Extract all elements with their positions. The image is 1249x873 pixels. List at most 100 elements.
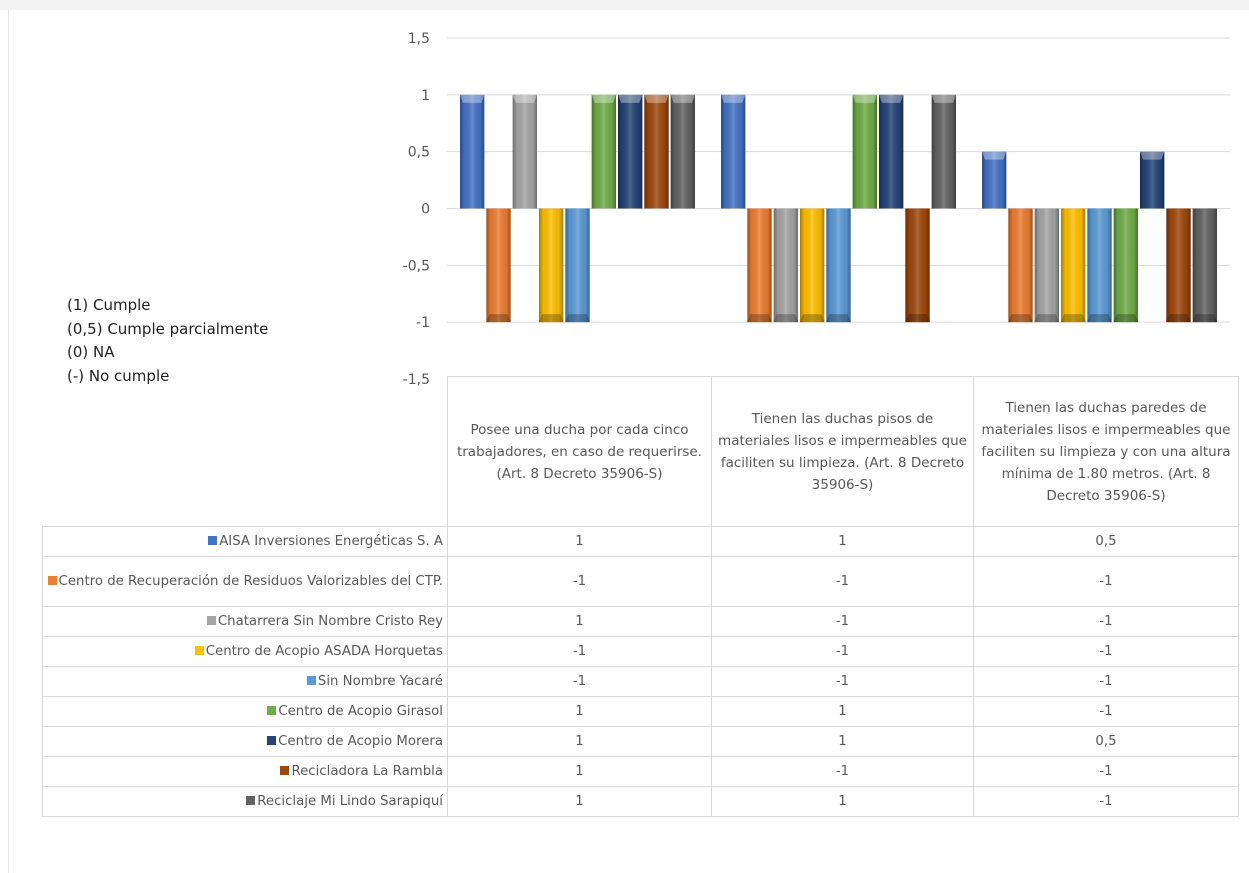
table-row: Centro de Acopio Morera 1 1 0,5: [42, 726, 1239, 757]
bar: [1034, 208, 1059, 323]
cell-value: -1: [447, 636, 712, 667]
bar: [618, 94, 643, 209]
bar: [1192, 208, 1217, 323]
bar: [1140, 151, 1165, 209]
cell-value: -1: [447, 556, 712, 607]
row-label: Centro de Acopio ASADA Horquetas: [42, 636, 448, 667]
bar: [1061, 208, 1086, 323]
category-header-2: Tienen las duchas pisos de materiales li…: [711, 376, 974, 527]
bar: [800, 208, 825, 323]
cell-value: 1: [711, 786, 974, 817]
row-label: Chatarrera Sin Nombre Cristo Rey: [42, 606, 448, 637]
bar: [670, 94, 695, 209]
legend-swatch: [267, 735, 277, 745]
table-row: Centro de Acopio ASADA Horquetas -1 -1 -…: [42, 636, 1239, 667]
cell-value: 1: [711, 696, 974, 727]
bar: [826, 208, 851, 323]
bar: [982, 151, 1007, 209]
bar: [512, 94, 537, 209]
bar: [539, 208, 564, 323]
category-header-3: Tienen las duchas paredes de materiales …: [973, 376, 1239, 527]
y-tick-label: 0,5: [408, 145, 430, 161]
top-border: [0, 0, 1249, 10]
cell-value: -1: [711, 636, 974, 667]
bar: [486, 208, 511, 323]
bar: [1166, 208, 1191, 323]
table-row: Centro de Acopio Girasol 1 1 -1: [42, 696, 1239, 727]
table-corner: [43, 377, 448, 527]
y-tick-label: -1: [416, 315, 430, 331]
cell-value: -1: [711, 556, 974, 607]
cell-value: -1: [973, 606, 1239, 637]
bar: [931, 94, 956, 209]
series-name: Centro de Acopio Morera: [278, 733, 443, 749]
bars: [460, 94, 1217, 323]
bar: [591, 94, 616, 209]
cell-value: -1: [973, 786, 1239, 817]
bar: [852, 94, 877, 209]
cell-value: 0,5: [973, 726, 1239, 757]
cell-value: 0,5: [973, 526, 1239, 557]
bar: [721, 94, 746, 209]
legend-swatch: [194, 645, 204, 655]
legend-swatch: [267, 705, 277, 715]
cell-value: -1: [711, 606, 974, 637]
row-label: Centro de Acopio Morera: [42, 726, 448, 757]
series-name: Reciclaje Mi Lindo Sarapiquí: [257, 793, 443, 809]
table-row: Centro de Recuperación de Residuos Valor…: [42, 556, 1239, 607]
cell-value: -1: [973, 756, 1239, 787]
cell-value: -1: [711, 666, 974, 697]
legend-swatch: [208, 535, 218, 545]
bar: [1087, 208, 1112, 323]
series-name: AISA Inversiones Energéticas S. A: [219, 533, 443, 549]
cell-value: -1: [973, 636, 1239, 667]
series-name: Chatarrera Sin Nombre Cristo Rey: [217, 613, 443, 629]
cell-value: -1: [711, 756, 974, 787]
row-label: Centro de Recuperación de Residuos Valor…: [42, 556, 448, 607]
bar: [905, 208, 930, 323]
y-tick-label: 0: [421, 202, 430, 218]
bar: [879, 94, 904, 209]
y-tick-label: -0,5: [403, 258, 430, 274]
cell-value: -1: [973, 556, 1239, 607]
table-row: Reciclaje Mi Lindo Sarapiquí 1 1 -1: [42, 786, 1239, 817]
bar: [1008, 208, 1033, 323]
series-name: Centro de Acopio Girasol: [278, 703, 443, 719]
table-row: Chatarrera Sin Nombre Cristo Rey 1 -1 -1: [42, 606, 1239, 637]
table-row: Recicladora La Rambla 1 -1 -1: [42, 756, 1239, 787]
cell-value: 1: [447, 786, 712, 817]
cell-value: 1: [447, 526, 712, 557]
row-label: Centro de Acopio Girasol: [42, 696, 448, 727]
cell-value: 1: [447, 606, 712, 637]
table-row: AISA Inversiones Energéticas S. A 1 1 0,…: [42, 526, 1239, 557]
left-border: [8, 10, 9, 873]
bar: [460, 94, 485, 209]
bar: [565, 208, 590, 323]
legend-notes: (1) Cumple (0,5) Cumple parcialmente (0)…: [67, 294, 268, 388]
row-label: Reciclaje Mi Lindo Sarapiquí: [42, 786, 448, 817]
cell-value: 1: [711, 526, 974, 557]
legend-swatch: [306, 675, 316, 685]
cell-value: 1: [447, 726, 712, 757]
series-name: Centro de Recuperación de Residuos Valor…: [58, 573, 443, 589]
table-row: Sin Nombre Yacaré -1 -1 -1: [42, 666, 1239, 697]
cell-value: -1: [447, 666, 712, 697]
legend-swatch: [206, 615, 216, 625]
series-name: Centro de Acopio ASADA Horquetas: [205, 643, 443, 659]
cell-value: 1: [447, 696, 712, 727]
legend-swatch: [280, 765, 290, 775]
series-name: Recicladora La Rambla: [291, 763, 443, 779]
y-tick-label: -1,5: [403, 372, 430, 388]
y-tick-label: 1: [421, 88, 430, 104]
cell-value: 1: [447, 756, 712, 787]
note-na: (0) NA: [67, 343, 115, 361]
legend-swatch: [47, 575, 57, 585]
note-cumple-parcialmente: (0,5) Cumple parcialmente: [67, 319, 269, 338]
data-table: Posee una ducha por cada cinco trabajado…: [42, 376, 1239, 817]
cell-value: 1: [711, 726, 974, 757]
bar: [644, 94, 669, 209]
y-axis-ticks: 1,5 1 0,5 0 -0,5 -1 -1,5: [403, 31, 430, 388]
legend-swatch: [246, 795, 256, 805]
category-header-1: Posee una ducha por cada cinco trabajado…: [447, 376, 712, 527]
